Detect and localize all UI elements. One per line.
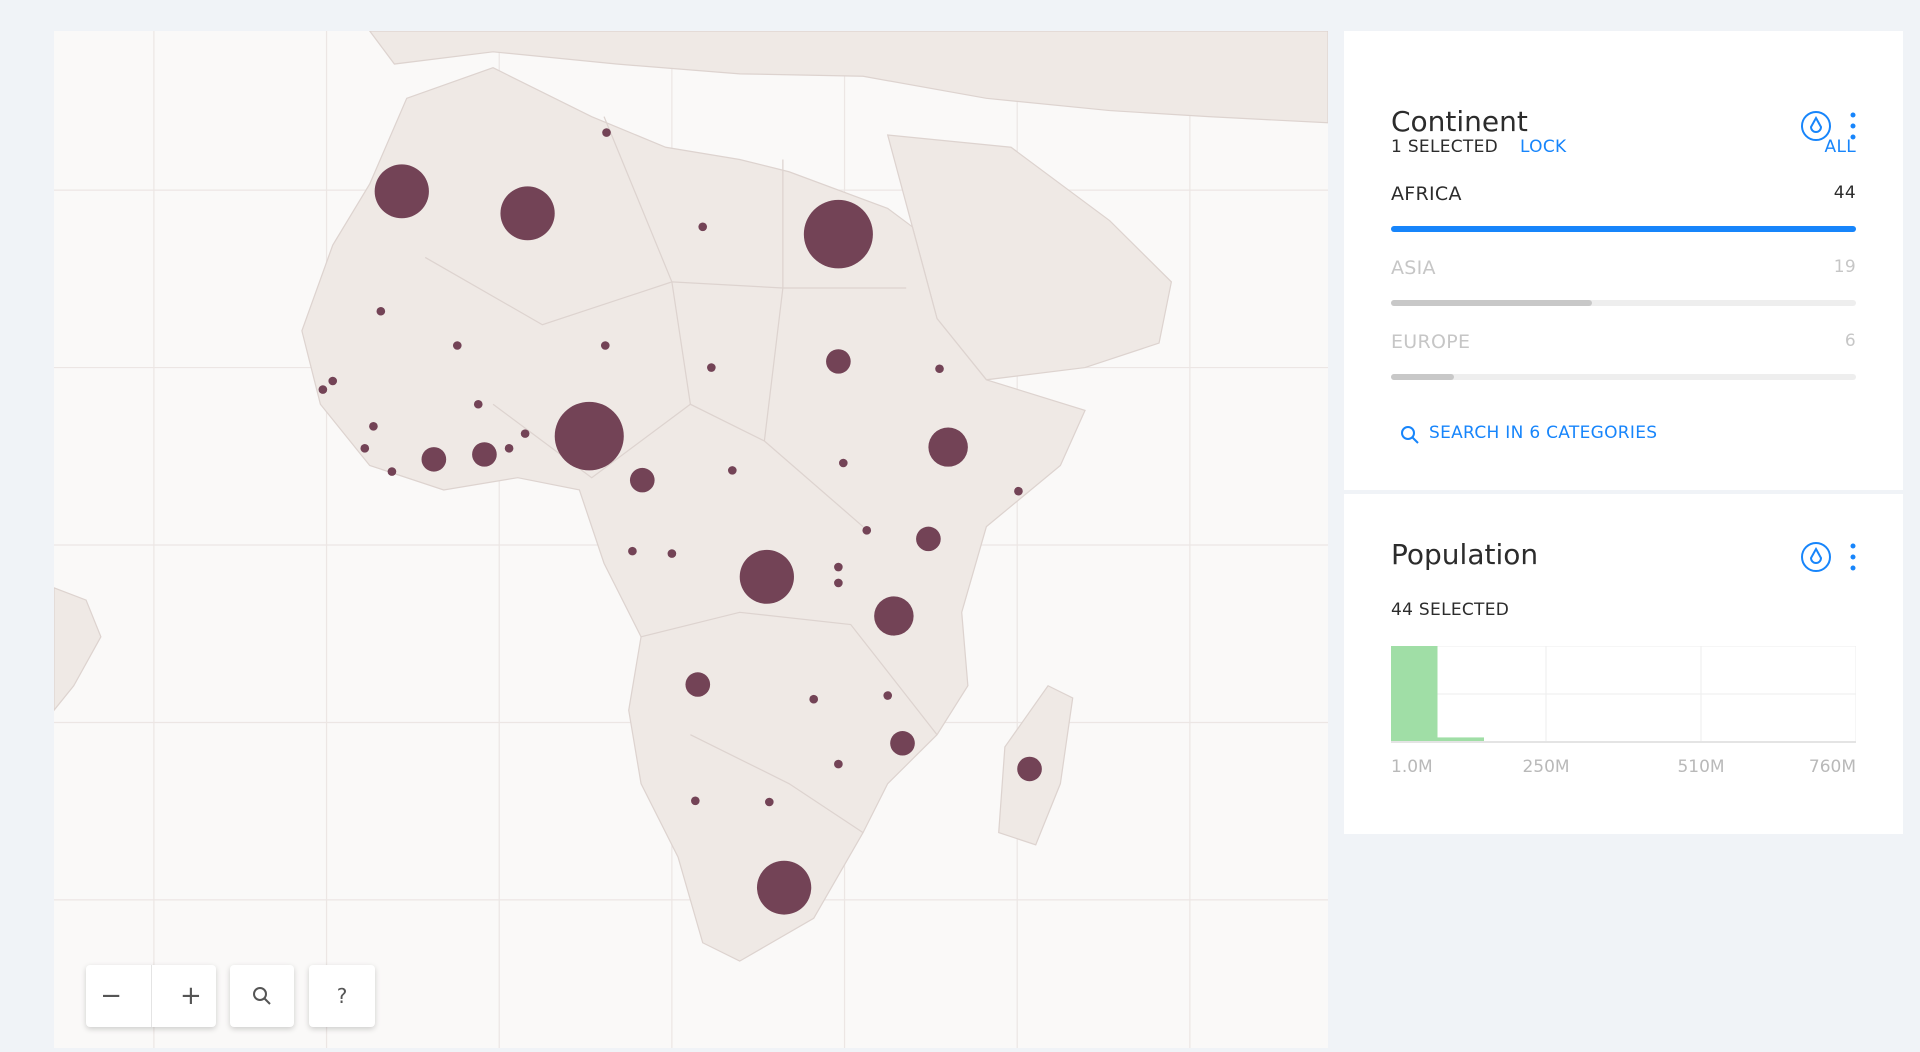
lock-button[interactable]: LOCK xyxy=(1520,137,1567,157)
widget-title: Population xyxy=(1391,538,1539,571)
land xyxy=(53,30,1329,962)
borders xyxy=(424,116,938,834)
histogram-widget: Population 44 SELECTED 1.0M 250M 510M 760M xyxy=(1344,494,1903,834)
search-icon xyxy=(1401,426,1419,444)
category-bar xyxy=(1391,374,1455,380)
selection-status: 1 SELECTED xyxy=(1391,137,1499,157)
category-track xyxy=(1391,300,1856,306)
all-button[interactable]: ALL xyxy=(1824,137,1856,157)
search-link[interactable]: SEARCH IN 6 CATEGORIES xyxy=(1429,423,1658,443)
widget-title: Continent xyxy=(1391,105,1528,138)
x-tick-label: 510M xyxy=(1677,757,1724,777)
category-name: EUROPE xyxy=(1391,331,1471,353)
search-icon xyxy=(253,987,271,1005)
category-name: AFRICA xyxy=(1391,183,1462,205)
histogram: 1.0M 250M 510M 760M xyxy=(1391,646,1856,777)
menu-icon[interactable] xyxy=(1844,540,1862,574)
map-canvas xyxy=(53,30,1329,1048)
selection-status: 44 SELECTED xyxy=(1391,600,1510,620)
map[interactable] xyxy=(53,30,1329,1048)
category-track xyxy=(1391,374,1856,380)
zoom-group: − + xyxy=(86,965,216,1027)
help-button[interactable]: ? xyxy=(309,965,375,1027)
category-bar xyxy=(1391,300,1592,306)
x-tick-label: 1.0M xyxy=(1391,757,1433,777)
category-count: 44 xyxy=(1833,183,1856,203)
search-button[interactable] xyxy=(230,965,294,1027)
x-tick-label: 250M xyxy=(1522,757,1569,777)
category-bar xyxy=(1391,226,1856,232)
x-tick-label: 760M xyxy=(1809,757,1856,777)
category-widget: Continent 1 SELECTED LOCK ALL AFRICA 44 AS… xyxy=(1344,31,1903,490)
category-count: 6 xyxy=(1844,331,1856,351)
bubbles xyxy=(318,128,1042,915)
color-icon[interactable] xyxy=(1799,540,1833,574)
divider xyxy=(150,965,152,1027)
category-count: 19 xyxy=(1833,257,1856,277)
histogram-bar xyxy=(1437,737,1484,742)
zoom-out-button[interactable]: − xyxy=(100,981,123,1011)
menu-icon[interactable] xyxy=(1844,109,1862,143)
color-icon[interactable] xyxy=(1799,109,1833,143)
histogram-bar xyxy=(1391,646,1438,742)
category-name: ASIA xyxy=(1391,257,1436,279)
zoom-in-button[interactable]: + xyxy=(179,981,202,1011)
